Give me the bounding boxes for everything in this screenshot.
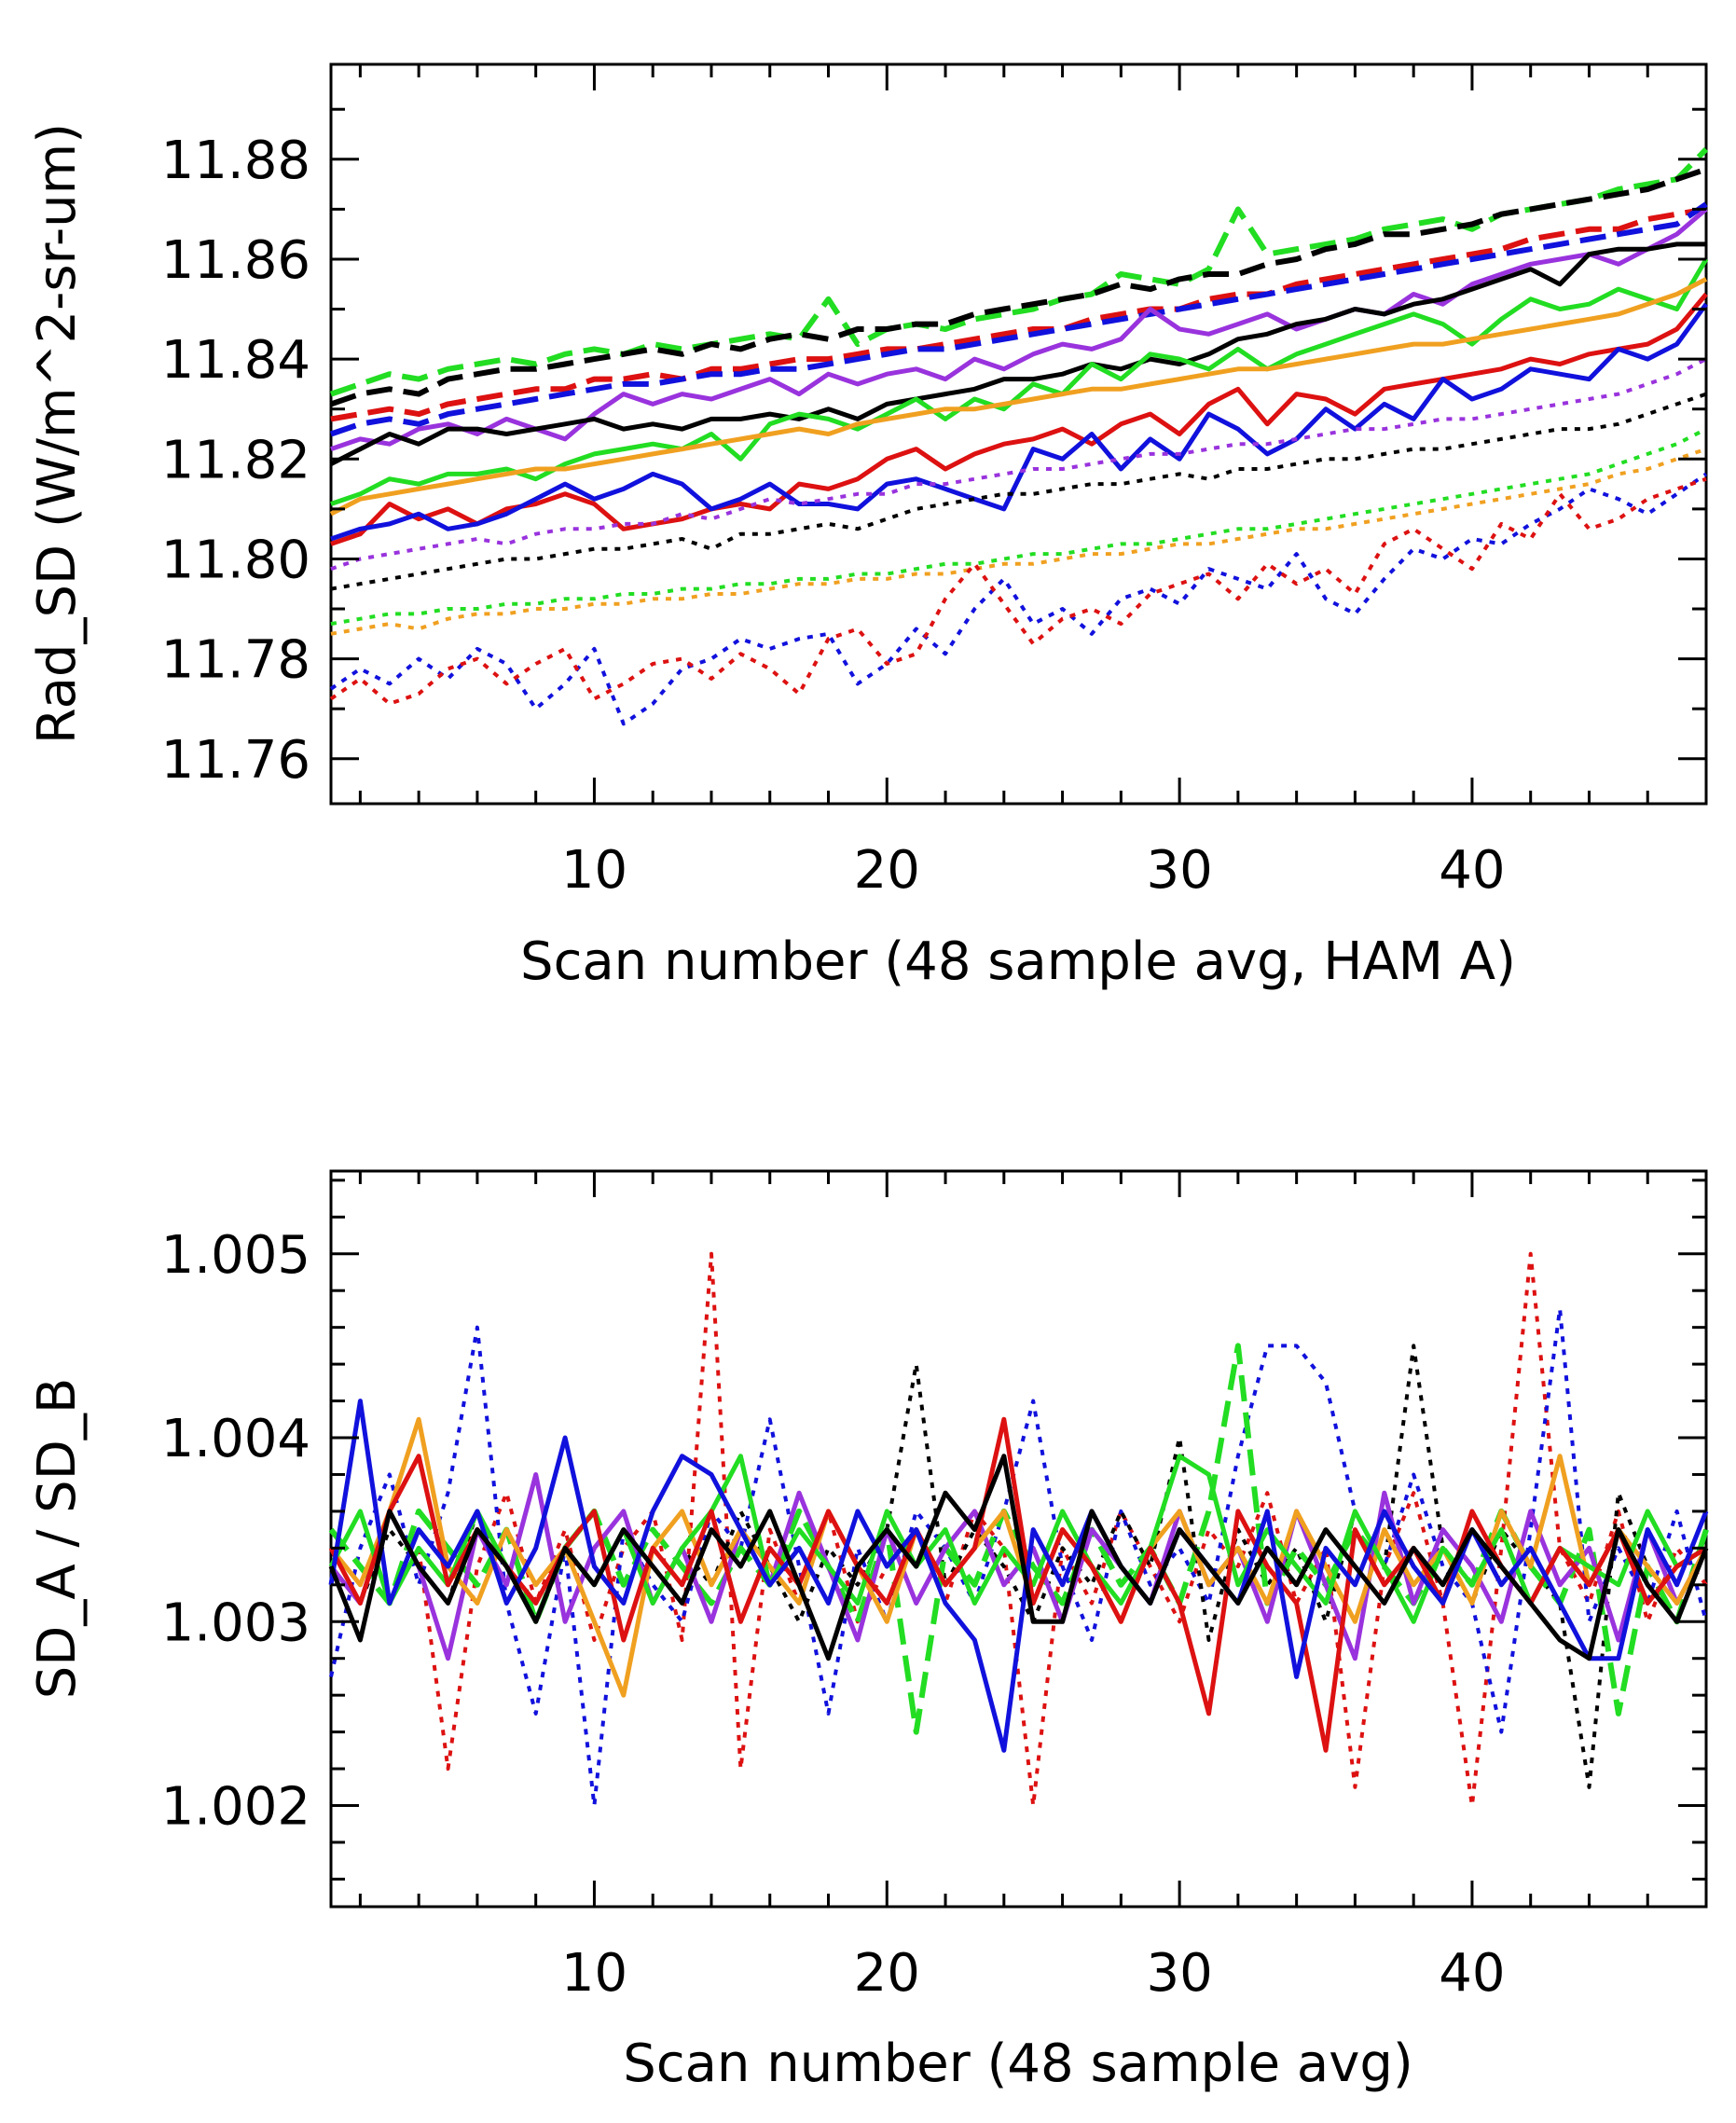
bottom-tick-labels: 10 20 30 40 1.002 1.003 1.004 1.005 bbox=[161, 1225, 1506, 2004]
bottom-x-axis-title: Scan number (48 sample avg) bbox=[623, 2033, 1412, 2094]
top-y-tick-label: 11.76 bbox=[161, 730, 310, 791]
top-x-tick-label: 10 bbox=[561, 840, 627, 901]
bottom-y-tick-label: 1.002 bbox=[161, 1777, 310, 1838]
top-y-axis-title: Rad_SD (W/m^2-sr-um) bbox=[27, 123, 88, 744]
top-x-tick-label: 20 bbox=[854, 840, 920, 901]
bottom-ticks bbox=[331, 1171, 1708, 1907]
top-y-tick-label: 11.84 bbox=[161, 330, 310, 391]
top-chart: 10 20 30 40 11.76 11.78 11.80 11.82 11.84 11.86 11… bbox=[27, 62, 1709, 992]
bottom-series bbox=[328, 1251, 1709, 1808]
top-series-red-dotted bbox=[329, 476, 1707, 706]
bottom-y-tick-label: 1.004 bbox=[161, 1409, 310, 1469]
top-series-green-dashed bbox=[330, 147, 1709, 397]
top-series-black-solid bbox=[329, 241, 1706, 466]
bottom-y-axis-title: SD_A / SD_B bbox=[27, 1378, 88, 1700]
bottom-series-black-solid bbox=[328, 1454, 1709, 1661]
bottom-chart: 10 20 30 40 1.002 1.003 1.004 1.005 Scan number… bbox=[27, 1169, 1709, 2094]
top-series bbox=[329, 147, 1709, 726]
top-y-tick-label: 11.78 bbox=[161, 630, 310, 691]
top-series-black-dashed bbox=[330, 166, 1707, 407]
top-y-tick-label: 11.80 bbox=[161, 530, 310, 590]
bottom-x-tick-label: 30 bbox=[1146, 1943, 1212, 2004]
top-plot-frame bbox=[329, 62, 1708, 806]
bottom-x-tick-label: 10 bbox=[561, 1943, 627, 2004]
top-x-tick-label: 30 bbox=[1146, 840, 1212, 901]
bottom-y-tick-label: 1.005 bbox=[161, 1225, 310, 1286]
top-series-red-dashed bbox=[330, 206, 1707, 422]
bottom-plot-frame bbox=[329, 1169, 1708, 1909]
top-series-purple-solid bbox=[330, 207, 1708, 451]
top-series-blue-dotted bbox=[329, 472, 1708, 726]
top-series-red-solid bbox=[330, 292, 1708, 546]
bottom-series-red-dotted bbox=[329, 1251, 1708, 1808]
top-series-black-dotted bbox=[330, 392, 1707, 591]
top-series-orange-dotted bbox=[330, 447, 1707, 636]
top-x-axis-title: Scan number (48 sample avg, HAM A) bbox=[520, 931, 1516, 992]
top-tick-labels: 10 20 30 40 11.76 11.78 11.80 11.82 11.84 11.86 11… bbox=[161, 131, 1506, 901]
top-series-blue-solid bbox=[330, 302, 1709, 542]
top-ticks bbox=[331, 64, 1708, 804]
top-x-tick-label: 40 bbox=[1439, 840, 1505, 901]
bottom-x-tick-label: 20 bbox=[854, 1943, 920, 2004]
bottom-x-tick-label: 40 bbox=[1439, 1943, 1505, 2004]
top-y-tick-label: 11.82 bbox=[161, 430, 310, 490]
top-y-tick-label: 11.86 bbox=[161, 230, 310, 291]
top-series-orange-solid bbox=[329, 277, 1708, 517]
top-series-purple-dotted bbox=[330, 357, 1707, 572]
top-series-blue-dashed bbox=[330, 201, 1708, 437]
top-series-green-dotted bbox=[330, 427, 1707, 627]
top-y-tick-label: 11.88 bbox=[161, 131, 310, 191]
bottom-y-tick-label: 1.003 bbox=[161, 1592, 310, 1653]
